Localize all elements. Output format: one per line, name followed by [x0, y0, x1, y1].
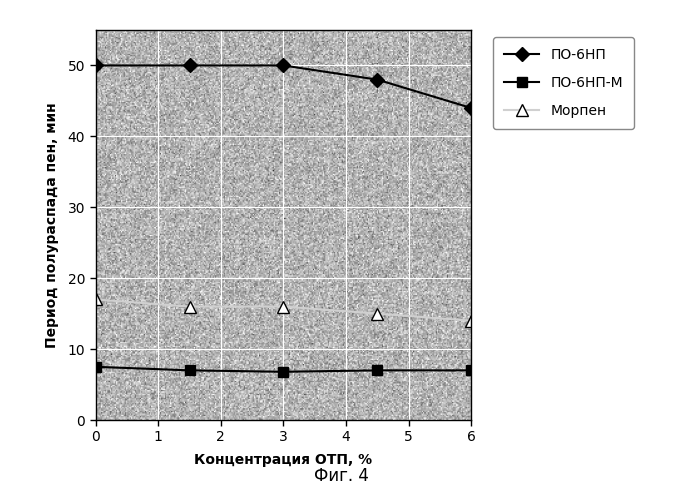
ПО-6НП-М: [279, 369, 288, 375]
Морпен: [186, 304, 194, 310]
Legend: ПО-6НП, ПО-6НП-М, Морпен: ПО-6НП, ПО-6НП-М, Морпен: [493, 37, 634, 129]
Y-axis label: Период полураспада пен, мин: Период полураспада пен, мин: [45, 102, 59, 348]
Морпен: [279, 304, 288, 310]
ПО-6НП-М: [186, 368, 194, 374]
ПО-6НП-М: [92, 364, 100, 370]
ПО-6НП: [279, 62, 288, 68]
Морпен: [467, 318, 475, 324]
ПО-6НП: [186, 62, 194, 68]
X-axis label: Концентрация ОТП, %: Концентрация ОТП, %: [195, 453, 372, 467]
ПО-6НП: [467, 105, 475, 111]
ПО-6НП: [373, 76, 381, 82]
ПО-6НП: [92, 62, 100, 68]
Морпен: [373, 310, 381, 316]
ПО-6НП-М: [373, 368, 381, 374]
Text: Фиг. 4: Фиг. 4: [314, 467, 369, 485]
Морпен: [92, 296, 100, 302]
Line: ПО-6НП-М: ПО-6НП-М: [91, 362, 476, 376]
ПО-6НП-М: [467, 368, 475, 374]
Line: ПО-6НП: ПО-6НП: [91, 60, 476, 113]
Line: Морпен: Морпен: [90, 294, 477, 326]
